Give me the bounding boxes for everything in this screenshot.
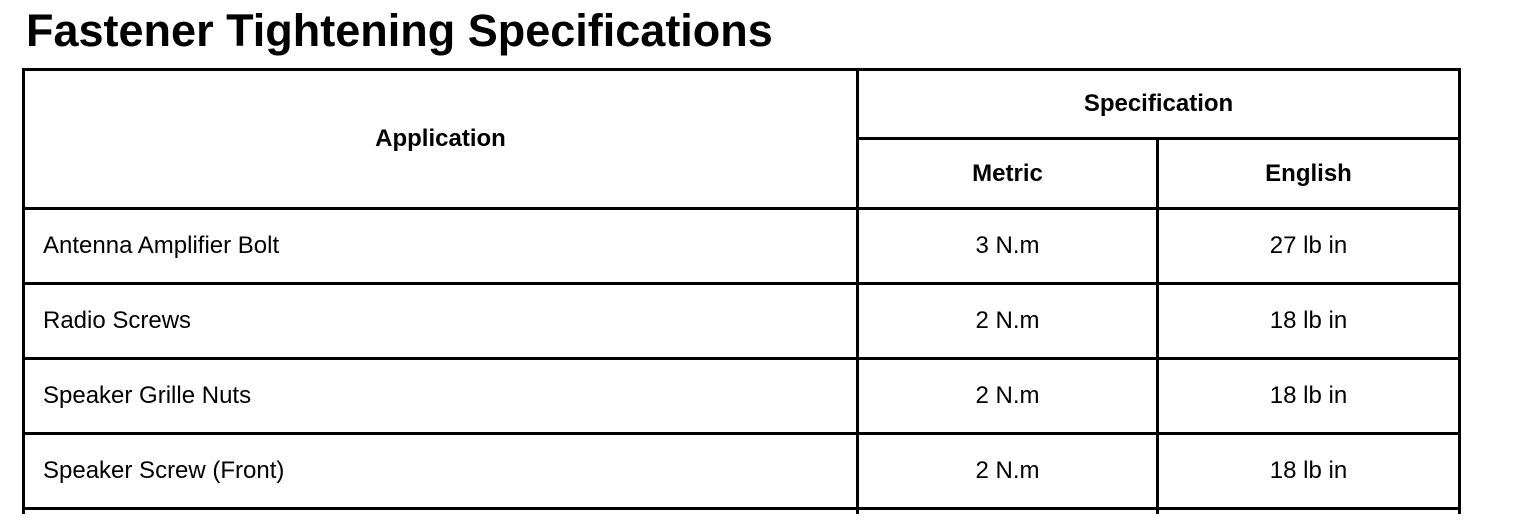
header-specification: Specification (1083, 90, 1234, 117)
table-border (1458, 68, 1461, 514)
application-cell: Speaker Grille Nuts (43, 382, 252, 409)
table-divider (856, 68, 859, 514)
table-border (22, 68, 1461, 71)
metric-cell: 3 N.m (975, 232, 1040, 259)
table-border (22, 68, 25, 514)
english-cell: 18 lb in (1269, 307, 1348, 334)
table-border (22, 507, 1461, 510)
application-cell: Antenna Amplifier Bolt (43, 232, 280, 259)
header-application: Application (375, 125, 506, 152)
header-english: English (1265, 159, 1352, 187)
table-divider (1156, 137, 1159, 514)
english-cell: 18 lb in (1269, 382, 1348, 409)
table-divider (22, 432, 1461, 435)
header-metric: Metric (972, 159, 1043, 187)
table-divider (22, 357, 1461, 360)
application-cell: Radio Screws (43, 307, 192, 334)
metric-cell: 2 N.m (975, 457, 1040, 484)
english-cell: 18 lb in (1269, 457, 1348, 484)
application-cell: Speaker Screw (Front) (43, 457, 285, 484)
metric-cell: 2 N.m (975, 307, 1040, 334)
page-title: Fastener Tightening Specifications (26, 5, 773, 56)
table-divider (22, 207, 1461, 210)
english-cell: 27 lb in (1269, 232, 1348, 259)
metric-cell: 2 N.m (975, 382, 1040, 409)
table-divider (22, 282, 1461, 285)
